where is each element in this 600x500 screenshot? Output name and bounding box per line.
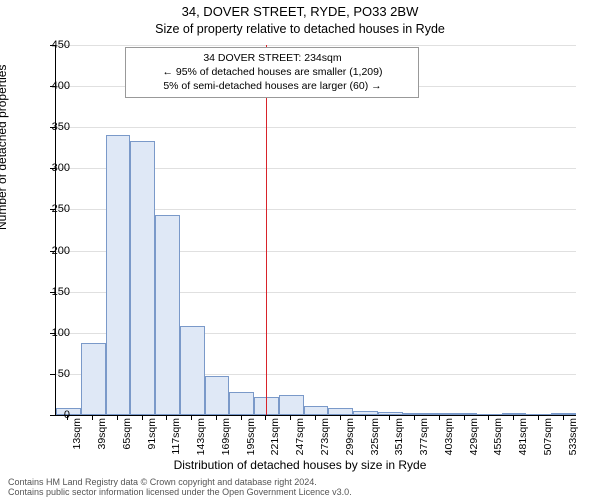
- y-tick-mark: [50, 251, 55, 252]
- x-tick-mark: [365, 415, 366, 420]
- x-tick-mark: [563, 415, 564, 420]
- histogram-bar: [526, 414, 551, 415]
- annotation-line-2: ← 95% of detached houses are smaller (1,…: [132, 65, 412, 79]
- histogram-bar: [205, 376, 230, 415]
- x-tick-mark: [241, 415, 242, 420]
- y-tick-mark: [50, 374, 55, 375]
- annotation-line-1: 34 DOVER STREET: 234sqm: [132, 51, 412, 65]
- annotation-box: 34 DOVER STREET: 234sqm ← 95% of detache…: [125, 47, 419, 98]
- chart-title-sub: Size of property relative to detached ho…: [0, 22, 600, 36]
- y-tick-mark: [50, 168, 55, 169]
- grid-line: [56, 45, 576, 46]
- y-tick-mark: [50, 127, 55, 128]
- footer-line-2: Contains public sector information licen…: [8, 488, 352, 498]
- x-tick-mark: [92, 415, 93, 420]
- x-tick-mark: [464, 415, 465, 420]
- y-tick-mark: [50, 45, 55, 46]
- marker-line: [266, 45, 267, 415]
- x-tick-mark: [290, 415, 291, 420]
- x-tick-mark: [488, 415, 489, 420]
- x-tick-mark: [538, 415, 539, 420]
- x-tick-mark: [340, 415, 341, 420]
- histogram-bar: [452, 413, 477, 415]
- histogram-bar: [229, 392, 254, 415]
- x-tick-mark: [166, 415, 167, 420]
- x-tick-mark: [265, 415, 266, 420]
- histogram-bar: [180, 326, 205, 415]
- y-tick-mark: [50, 415, 55, 416]
- y-tick-mark: [50, 292, 55, 293]
- histogram-bar: [130, 141, 155, 415]
- x-tick-mark: [439, 415, 440, 420]
- chart-title-main: 34, DOVER STREET, RYDE, PO33 2BW: [0, 4, 600, 19]
- x-tick-mark: [315, 415, 316, 420]
- x-tick-mark: [389, 415, 390, 420]
- x-axis-title: Distribution of detached houses by size …: [0, 458, 600, 472]
- grid-line: [56, 127, 576, 128]
- chart-container: 34, DOVER STREET, RYDE, PO33 2BW Size of…: [0, 0, 600, 500]
- histogram-bar: [81, 343, 106, 415]
- x-tick-mark: [67, 415, 68, 420]
- histogram-bar: [304, 406, 329, 415]
- x-tick-mark: [513, 415, 514, 420]
- histogram-bar: [279, 395, 304, 415]
- histogram-bar: [106, 135, 131, 415]
- y-tick-mark: [50, 333, 55, 334]
- y-tick-mark: [50, 86, 55, 87]
- y-tick-mark: [50, 209, 55, 210]
- x-tick-mark: [414, 415, 415, 420]
- histogram-bar: [551, 413, 576, 415]
- histogram-bar: [353, 411, 378, 415]
- histogram-bar: [155, 215, 180, 415]
- x-tick-mark: [216, 415, 217, 420]
- x-tick-mark: [142, 415, 143, 420]
- histogram-bar: [328, 408, 353, 415]
- footer-attribution: Contains HM Land Registry data © Crown c…: [8, 478, 352, 498]
- annotation-line-3: 5% of semi-detached houses are larger (6…: [132, 79, 412, 93]
- plot-area: [55, 45, 576, 416]
- x-tick-mark: [117, 415, 118, 420]
- x-tick-mark: [191, 415, 192, 420]
- y-axis-title: Number of detached properties: [0, 65, 9, 230]
- histogram-bar: [427, 413, 452, 415]
